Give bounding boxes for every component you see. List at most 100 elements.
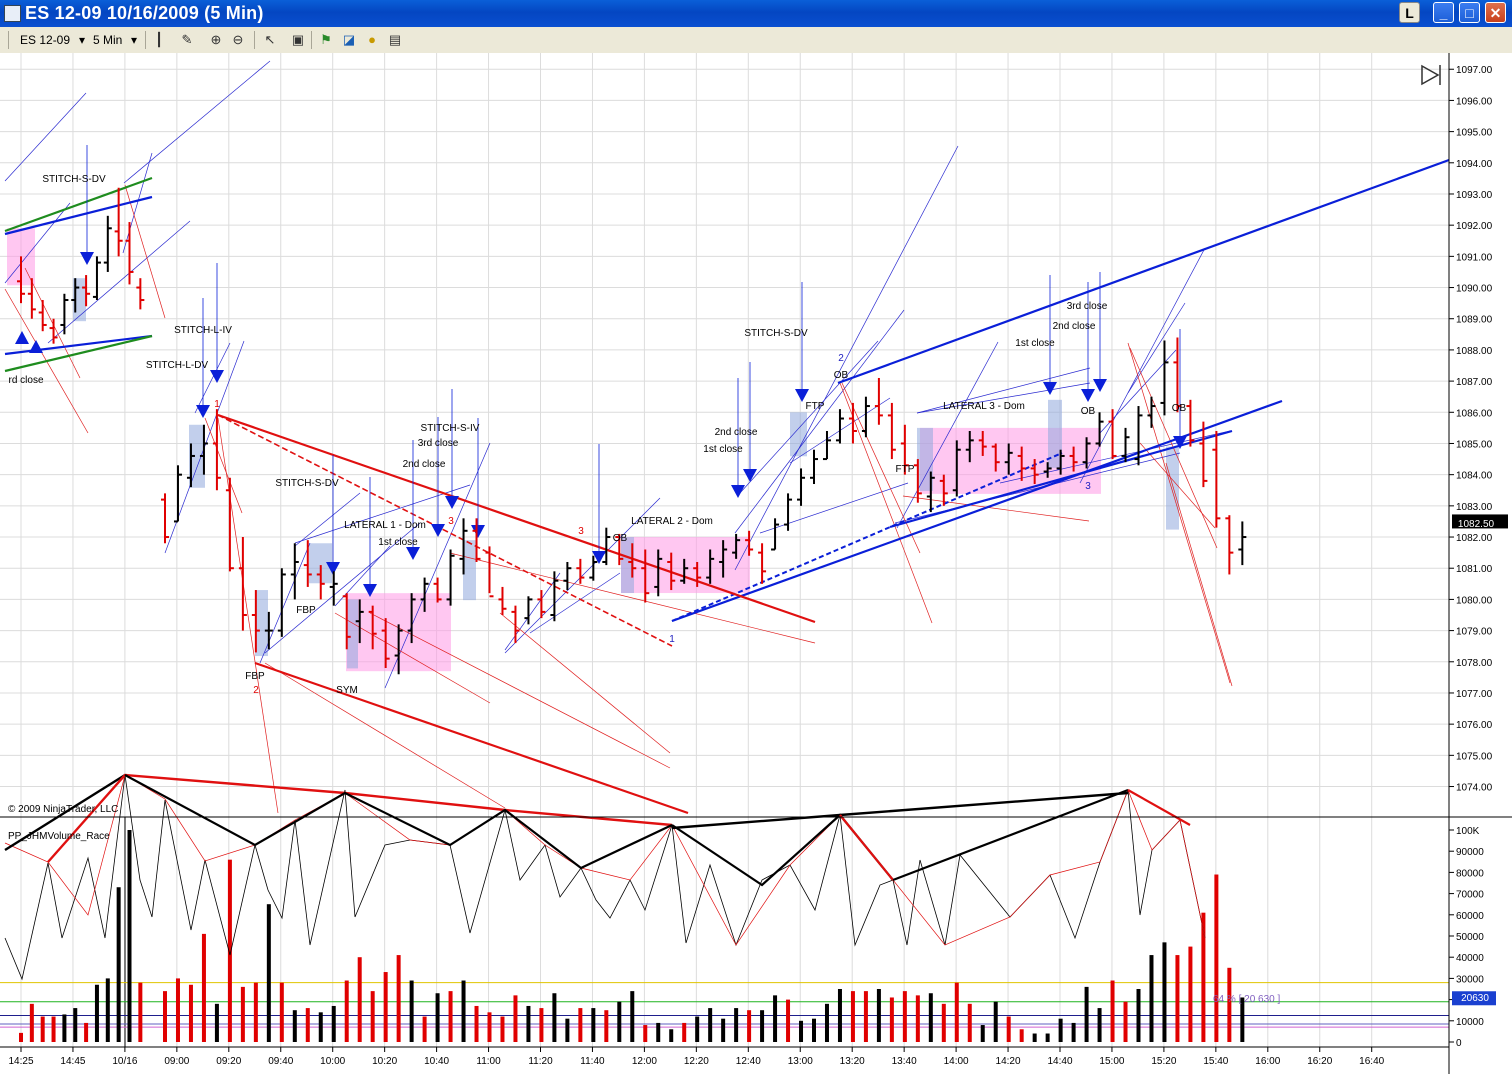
price-chart[interactable]: 1097.00 1096.00 1095.00 1094.00 1093.00 1092.… [0, 53, 1512, 1074]
volume-bar [721, 1018, 726, 1042]
volume-trend-line [4, 773, 126, 852]
volume-bar [240, 986, 245, 1042]
strategy-icon[interactable]: ⚑ [320, 32, 332, 47]
volume-tick-label: 80000 [1456, 868, 1484, 879]
window-title: ES 12-09 10/16/2009 (5 Min) [25, 3, 264, 23]
interval-selector[interactable]: 5 Min [93, 33, 123, 47]
volume-bar [214, 1003, 219, 1042]
trendline [1127, 342, 1231, 684]
trendline [499, 612, 671, 754]
signal-arrow-down [445, 496, 459, 509]
volume-bar [591, 1008, 596, 1042]
volume-bar [487, 1012, 492, 1042]
volume-bar [448, 991, 453, 1042]
signal-arrow-up [15, 331, 29, 344]
ftp-label: FTP [806, 401, 825, 412]
zoom-in-icon[interactable]: ⊕ [210, 32, 222, 47]
volume-bar [1188, 946, 1193, 1042]
close-button[interactable]: ✕ [1485, 2, 1506, 23]
stitch-s-iv-label: STITCH-S-IV [421, 423, 480, 434]
trendline [122, 152, 153, 254]
time-tick-label: 13:20 [840, 1056, 865, 1067]
play-forward-icon[interactable] [1421, 64, 1441, 86]
wave-number-label: 3 [578, 526, 584, 537]
bars-icon[interactable]: ┃ [155, 32, 163, 47]
volume-tick-label: 10000 [1456, 1017, 1484, 1028]
trendline [1079, 247, 1206, 484]
third-close-label: 3rd close [418, 438, 459, 449]
toolbar-grip [8, 31, 9, 49]
chevron-down-icon[interactable]: ▾ [131, 33, 138, 47]
price-tick-label: 1081.00 [1456, 564, 1493, 575]
volume-bar [941, 1003, 946, 1042]
volume-bar [1162, 942, 1167, 1042]
drawing-objects [4, 60, 1450, 815]
volume-bar [357, 957, 362, 1042]
trendline [4, 92, 87, 182]
time-tick-label: 14:20 [996, 1056, 1021, 1067]
maximize-button[interactable]: □ [1459, 2, 1480, 23]
time-tick-label: 10/16 [112, 1056, 137, 1067]
chevron-down-icon[interactable]: ▾ [79, 33, 86, 47]
trendline [916, 367, 1091, 414]
alert-icon[interactable]: ● [368, 32, 376, 47]
stitch-box [621, 537, 634, 594]
trendline [504, 497, 661, 654]
minimize-button[interactable]: _ [1433, 2, 1454, 23]
volume-bar [747, 1010, 752, 1042]
wave-number-label: 2 [838, 353, 844, 364]
volume-bar [1084, 986, 1089, 1042]
volume-bar [734, 1008, 739, 1042]
ftp-label: FTP [896, 464, 915, 475]
volume-bar [1214, 874, 1219, 1042]
volume-bar [552, 993, 557, 1042]
volume-bar [188, 984, 193, 1042]
time-tick-label: 11:00 [476, 1056, 501, 1067]
trendline [734, 309, 905, 534]
volume-bar [344, 980, 349, 1042]
volume-bar [370, 991, 375, 1042]
zoom-out-icon[interactable]: ⊖ [232, 32, 244, 47]
volume-bar [435, 993, 440, 1042]
trendline [841, 382, 921, 554]
trendline [1165, 462, 1233, 687]
pencil-icon[interactable]: ✎ [181, 32, 193, 47]
time-tick-label: 16:20 [1307, 1056, 1332, 1067]
signal-arrow-down [210, 370, 224, 383]
signal-arrow-down [1093, 379, 1107, 392]
trendline [264, 662, 506, 809]
channel-line [4, 334, 153, 356]
indicator-icon[interactable]: ◪ [342, 32, 356, 47]
second-close-label: 2nd close [403, 459, 446, 470]
volume-bar [682, 1022, 687, 1042]
volume-bar [1071, 1022, 1076, 1042]
stitch-box [347, 599, 358, 669]
volume-bar [604, 1010, 609, 1042]
cursor-icon[interactable]: ↖ [264, 32, 276, 47]
data-box-icon[interactable]: ▤ [388, 32, 402, 47]
signal-arrow-down [471, 525, 485, 538]
instrument-selector[interactable]: ES 12-09 [20, 33, 71, 47]
volume-bar [305, 1008, 310, 1042]
time-tick-label: 15:20 [1151, 1056, 1176, 1067]
volume-tick-label: 70000 [1456, 890, 1484, 901]
indicator-name: PP_JHMVolume_Race [8, 831, 110, 842]
volume-bar [500, 1016, 505, 1042]
price-tick-label: 1076.00 [1456, 720, 1493, 731]
price-tick-label: 1093.00 [1456, 190, 1493, 201]
volume-tick-label: 0 [1456, 1038, 1462, 1049]
signal-arrow-down [1081, 389, 1095, 402]
lateral-zone-box [920, 427, 1101, 494]
link-button[interactable]: L [1399, 2, 1420, 23]
signal-arrow-down [1043, 382, 1057, 395]
trendline [294, 484, 471, 544]
volume-bar [643, 1025, 648, 1042]
stitch-l-iv-label: STITCH-L-IV [174, 325, 232, 336]
price-tick-label: 1092.00 [1456, 221, 1493, 232]
trendline [194, 342, 231, 414]
volume-bar [383, 972, 388, 1042]
properties-icon[interactable]: ▣ [291, 32, 305, 47]
volume-bar [84, 1022, 89, 1042]
price-tick-label: 1079.00 [1456, 627, 1493, 638]
volume-bar [279, 982, 284, 1042]
